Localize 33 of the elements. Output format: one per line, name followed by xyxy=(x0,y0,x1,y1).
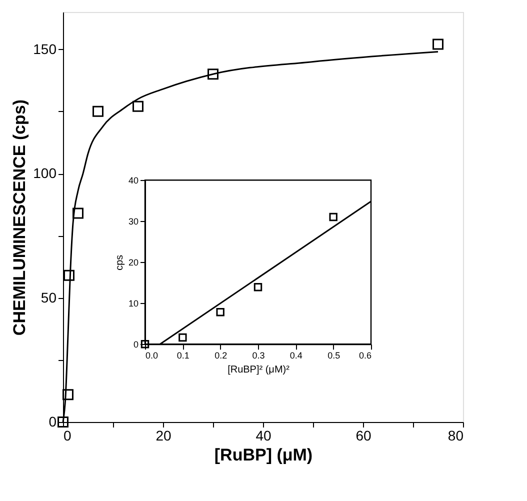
x-tick-label: 0 xyxy=(64,428,72,444)
point xyxy=(132,100,144,112)
point xyxy=(64,270,74,281)
point xyxy=(208,68,218,80)
x-tick-label: 40 xyxy=(256,428,272,444)
point xyxy=(72,208,84,219)
x-tick-label: 0.0 xyxy=(146,350,158,361)
x-axis-title: [RuBP] (μM) xyxy=(214,446,313,464)
y-tick-label: 0 xyxy=(133,340,138,350)
y-tick-label: 40 xyxy=(128,176,138,186)
x-tick-label: 0.4 xyxy=(290,350,302,361)
x-tick-label: 0.3 xyxy=(252,350,265,361)
point xyxy=(432,38,444,50)
x-tick-label: 0.6 xyxy=(358,350,372,361)
y-tick-label: 100 xyxy=(33,165,57,182)
x-tick-label: 60 xyxy=(356,428,372,444)
x-tick-label: 80 xyxy=(448,428,464,444)
point xyxy=(62,389,74,400)
point xyxy=(58,416,68,428)
y-tick-label: 30 xyxy=(128,216,138,227)
x-axis-title: [RuBP]² (μM)² xyxy=(228,364,290,376)
x-tick-label: 20 xyxy=(156,428,172,444)
y-axis-title: cps xyxy=(114,254,126,270)
y-axis-title: CHEMILUMINESCENCE (cps) xyxy=(10,99,30,336)
y-tick-label: 150 xyxy=(33,40,57,57)
y-tick-label: 0 xyxy=(48,414,57,430)
point xyxy=(92,106,104,117)
y-tick-label: 50 xyxy=(40,289,57,306)
y-tick-label: 20 xyxy=(128,258,138,268)
x-tick-label: 0.1 xyxy=(176,350,190,361)
y-tick-label: 10 xyxy=(128,298,138,309)
x-tick-label: 0.5 xyxy=(328,350,340,361)
x-tick-label: 0.2 xyxy=(214,350,228,361)
